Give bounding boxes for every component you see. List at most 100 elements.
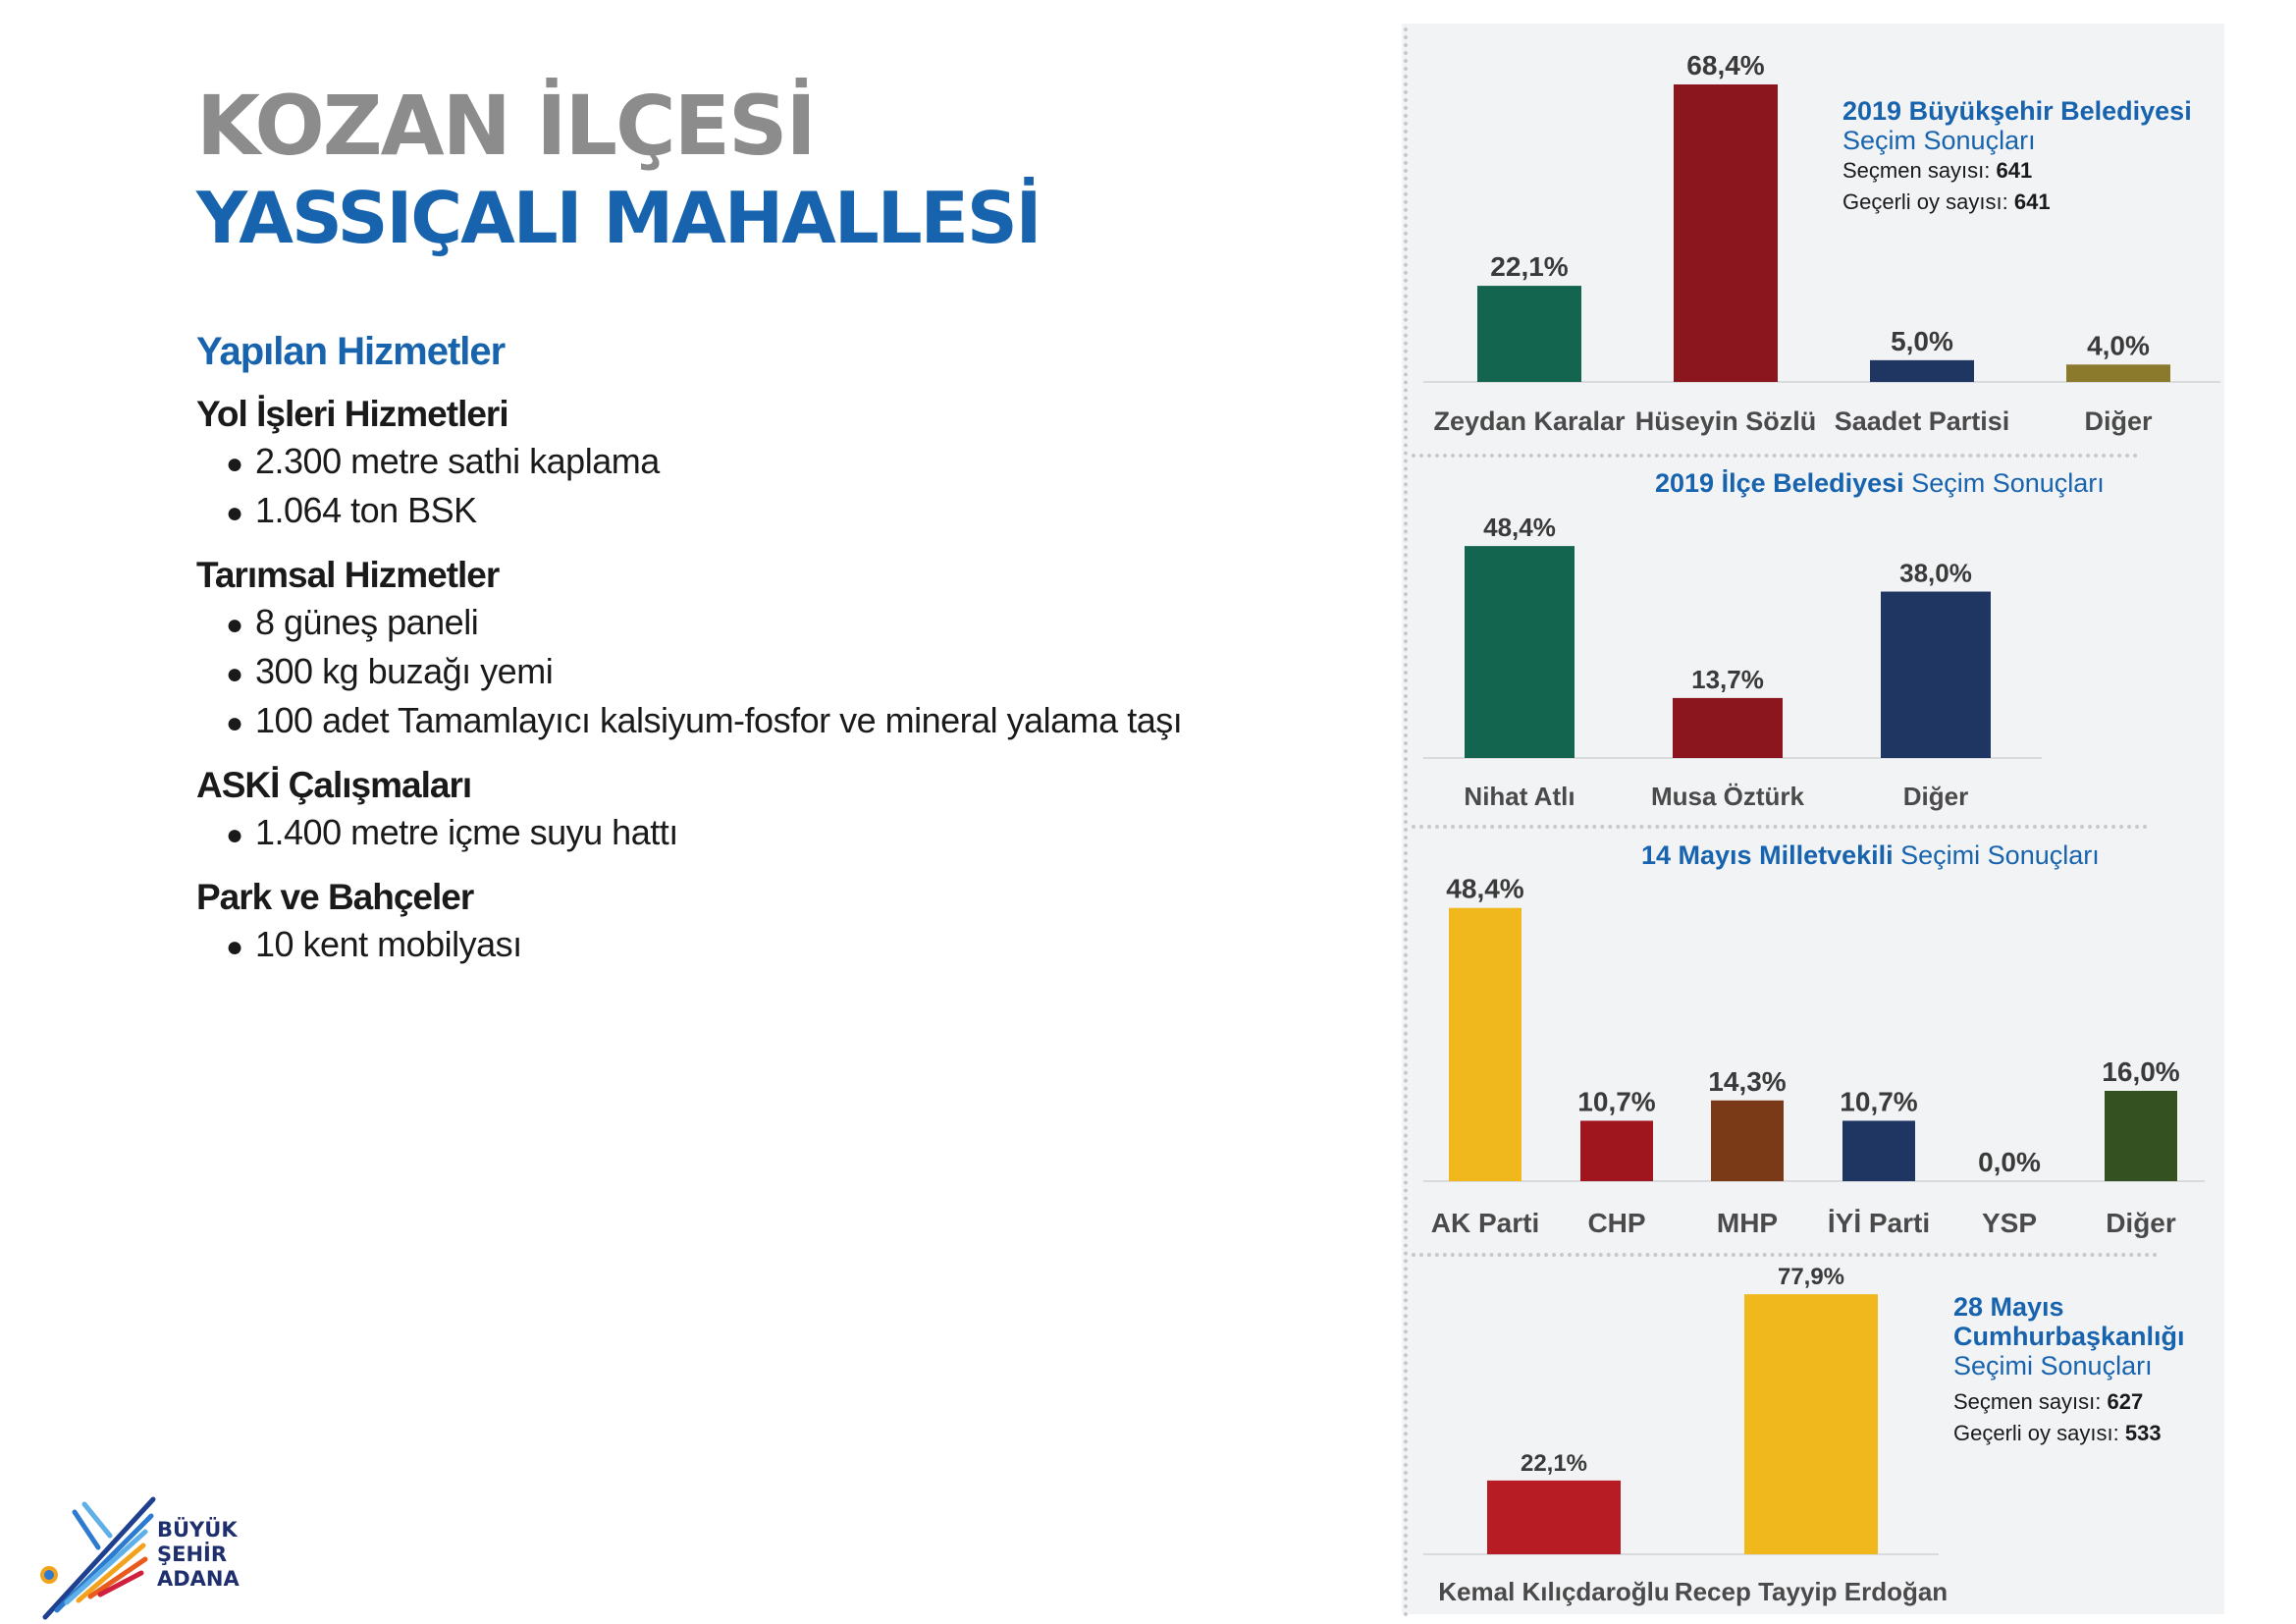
category-label: Saadet Partisi <box>1835 406 2010 436</box>
bullet-icon: ● <box>226 819 243 851</box>
category-label: Zeydan Karalar <box>1433 406 1626 436</box>
bar-value-label: 22,1% <box>1521 1450 1587 1477</box>
service-group-title: Tarımsal Hizmetler <box>196 555 500 595</box>
service-group-title: Park ve Bahçeler <box>196 877 474 917</box>
chart-4: 22,1% Kemal Kılıçdaroğlu 77,9% Recep Tayyip… <box>1423 1264 1948 1606</box>
bar-diğer <box>2066 364 2170 382</box>
chart1-voters: Seçmen sayısı: 641 <box>1842 158 2033 183</box>
bar-value-label: 13,7% <box>1691 665 1764 694</box>
logo-line: ADANA <box>157 1567 240 1591</box>
bullet-icon: ● <box>226 707 243 739</box>
category-label: Diğer <box>2084 406 2153 436</box>
service-group-aski: ASKİ Çalışmaları ● 1.400 metre içme suyu … <box>196 762 1276 858</box>
category-label: AK Parti <box>1431 1208 1539 1238</box>
bar-recep-tayyip-erdoğan <box>1744 1294 1878 1554</box>
category-label: YSP <box>1982 1208 2037 1238</box>
bar-value-label: 48,4% <box>1446 874 1523 904</box>
chart4-title: 28 Mayıs Cumhurbaşkanlığı <box>1953 1292 2185 1351</box>
chart4-valid-votes: Geçerli oy sayısı: 533 <box>1953 1421 2162 1445</box>
bar-chp <box>1580 1120 1653 1181</box>
adana-logo-icon <box>40 1496 156 1620</box>
chart2-title-row: 2019 İlçe Belediyesi Seçim Sonuçları <box>1655 466 2105 500</box>
bar-saadet-partisi <box>1870 359 1974 382</box>
logo-line: BÜYÜK <box>157 1518 238 1542</box>
service-item: ● 300 kg buzağı yemi <box>226 648 1276 697</box>
bar-value-label: 48,4% <box>1483 513 1556 542</box>
chart-2: 48,4% Nihat Atlı 13,7% Musa Öztürk 38,0% Diğe… <box>1423 513 2042 811</box>
chart3-subtitle: Seçimi Sonuçları <box>1900 840 2100 870</box>
category-label: İYİ Parti <box>1828 1208 1930 1238</box>
category-label: CHP <box>1587 1208 1645 1238</box>
bar-i̇yi̇-parti <box>1842 1120 1915 1181</box>
neighborhood-title: YASSIÇALI MAHALLESİ <box>196 177 1041 259</box>
category-label: Nihat Atlı <box>1464 782 1575 811</box>
bar-zeydan-karalar <box>1477 286 1581 382</box>
chart1-info: 2019 Büyükşehir Belediyesi Seçim Sonuçla… <box>1842 96 2192 218</box>
section-divider <box>1412 825 2148 829</box>
service-group-road: Yol İşleri Hizmetleri ● 2.300 metre sathi… <box>196 391 1276 536</box>
chart4-subtitle: Seçimi Sonuçları <box>1953 1351 2153 1380</box>
category-label: Diğer <box>1903 782 1968 811</box>
category-label: Recep Tayyip Erdoğan <box>1675 1577 1948 1606</box>
bar-value-label: 10,7% <box>1577 1086 1655 1116</box>
logo-line: ŞEHİR <box>157 1543 228 1566</box>
service-group-title: ASKİ Çalışmaları <box>196 765 472 805</box>
bar-value-label: 14,3% <box>1708 1066 1786 1097</box>
bar-diğer <box>2105 1091 2177 1181</box>
logo-text: BÜYÜK ŞEHİR ADANA <box>157 1518 240 1592</box>
service-item: ● 10 kent mobilyası <box>226 921 1276 970</box>
service-group-parks: Park ve Bahçeler ● 10 kent mobilyası <box>196 874 1276 970</box>
bar-hüseyin-sözlü <box>1674 83 1778 382</box>
chart-3: 48,4% AK Parti 10,7% CHP 14,3% MHP 10,7% İYİ Pa… <box>1423 874 2205 1238</box>
chart1-valid-votes: Geçerli oy sayısı: 641 <box>1842 189 2051 214</box>
bar-value-label: 16,0% <box>2102 1056 2179 1087</box>
bar-ak-parti <box>1449 907 1522 1181</box>
chart4-voters: Seçmen sayısı: 627 <box>1953 1389 2144 1414</box>
chart4-info: 28 Mayıs Cumhurbaşkanlığı Seçimi Sonuçla… <box>1953 1292 2296 1449</box>
bullet-icon: ● <box>226 497 243 529</box>
category-label: Kemal Kılıçdaroğlu <box>1438 1577 1670 1606</box>
chart3-title: 14 Mayıs Milletvekili <box>1641 840 1894 870</box>
section-divider <box>1412 1253 2158 1257</box>
bar-value-label: 77,9% <box>1778 1264 1844 1290</box>
services-heading: Yapılan Hizmetler <box>196 330 506 373</box>
chart1-subtitle: Seçim Sonuçları <box>1842 126 2036 155</box>
bar-value-label: 4,0% <box>2087 330 2150 360</box>
panel-divider <box>1404 27 1408 1618</box>
bar-value-label: 22,1% <box>1490 251 1568 282</box>
service-item: ● 100 adet Tamamlayıcı kalsiyum-fosfor ve… <box>226 697 1276 746</box>
chart-1: 22,1% Zeydan Karalar 68,4% Hüseyin Sözlü 5,0… <box>1423 50 2220 436</box>
bar-value-label: 10,7% <box>1840 1086 1917 1116</box>
district-title: KOZAN İLÇESİ <box>196 78 817 174</box>
bar-value-label: 68,4% <box>1686 50 1764 81</box>
service-item: ● 1.400 metre içme suyu hattı <box>226 809 1276 858</box>
bar-value-label: 5,0% <box>1891 326 1953 356</box>
bar-diğer <box>1881 591 1991 758</box>
service-item: ● 1.064 ton BSK <box>226 487 1276 536</box>
services-list: Yol İşleri Hizmetleri ● 2.300 metre sathi… <box>196 391 1276 986</box>
category-label: Hüseyin Sözlü <box>1635 406 1817 436</box>
category-label: MHP <box>1717 1208 1778 1238</box>
bar-value-label: 38,0% <box>1899 559 1972 588</box>
chart2-subtitle: Seçim Sonuçları <box>1911 468 2105 498</box>
category-label: Diğer <box>2106 1208 2176 1238</box>
bar-kemal-kılıçdaroğlu <box>1487 1480 1621 1554</box>
bar-value-label: 0,0% <box>1978 1147 2041 1177</box>
service-group-agriculture: Tarımsal Hizmetler ● 8 güneş paneli ● 300 … <box>196 552 1276 746</box>
chart2-title: 2019 İlçe Belediyesi <box>1655 468 1904 498</box>
service-item: ● 2.300 metre sathi kaplama <box>226 438 1276 487</box>
section-divider <box>1412 454 2138 458</box>
service-group-title: Yol İşleri Hizmetleri <box>196 394 509 434</box>
chart3-title-row: 14 Mayıs Milletvekili Seçimi Sonuçları <box>1641 839 2100 872</box>
bullet-icon: ● <box>226 931 243 963</box>
category-label: Musa Öztürk <box>1651 782 1805 811</box>
chart1-title: 2019 Büyükşehir Belediyesi <box>1842 96 2192 126</box>
service-item: ● 8 güneş paneli <box>226 599 1276 648</box>
bar-mhp <box>1711 1100 1784 1181</box>
bullet-icon: ● <box>226 658 243 690</box>
bullet-icon: ● <box>226 609 243 641</box>
bullet-icon: ● <box>226 448 243 480</box>
bar-nihat-atlı <box>1465 546 1575 758</box>
bar-musa-öztürk <box>1673 697 1783 758</box>
